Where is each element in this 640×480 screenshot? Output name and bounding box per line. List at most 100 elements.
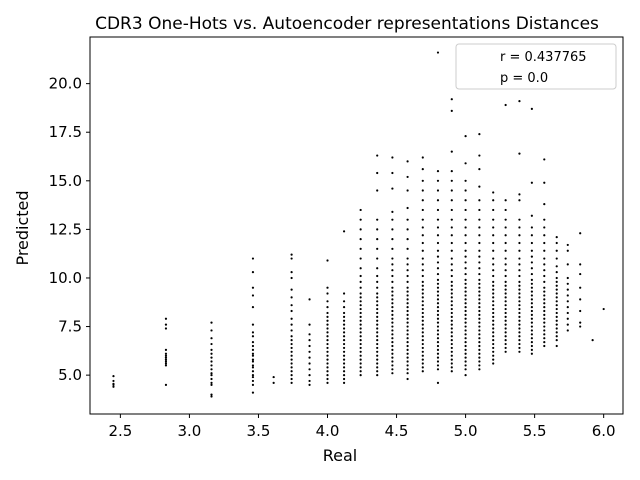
data-point <box>376 304 379 307</box>
data-point <box>518 304 521 307</box>
data-point <box>308 356 311 359</box>
data-point <box>164 358 168 361</box>
data-point <box>492 315 495 318</box>
data-point <box>478 333 481 336</box>
data-point <box>342 306 346 309</box>
data-point <box>450 319 453 322</box>
data-point <box>450 284 453 287</box>
data-point <box>164 360 168 363</box>
data-point <box>359 311 362 315</box>
data-point <box>478 298 481 301</box>
data-point <box>518 323 521 326</box>
data-point <box>391 187 394 190</box>
data-point <box>391 228 394 231</box>
data-point <box>478 234 481 237</box>
data-point <box>290 323 293 326</box>
data-point <box>492 296 495 299</box>
data-point <box>406 352 409 355</box>
data-point <box>421 241 424 245</box>
data-point <box>164 317 168 320</box>
data-point <box>421 249 424 252</box>
data-point <box>436 313 440 316</box>
data-point <box>555 257 558 260</box>
data-point <box>464 360 467 363</box>
data-point <box>555 296 558 299</box>
data-point <box>464 278 467 282</box>
x-ticks: 2.5 3.0 3.5 4.0 4.5 5.0 5.5 6.0 <box>108 414 616 440</box>
data-point <box>555 311 558 315</box>
data-point <box>326 335 329 338</box>
data-point <box>555 331 558 334</box>
data-point <box>450 331 453 334</box>
data-point <box>251 354 255 357</box>
data-point <box>566 311 569 315</box>
data-point <box>406 360 409 363</box>
data-point <box>376 154 379 157</box>
data-point <box>406 321 409 324</box>
points-layer <box>112 51 605 398</box>
data-point <box>391 238 394 241</box>
data-point <box>530 294 533 297</box>
data-point <box>478 249 481 252</box>
data-point <box>518 315 521 318</box>
data-point <box>504 226 507 229</box>
data-point <box>421 342 424 346</box>
data-point <box>164 383 168 386</box>
data-point <box>530 309 533 313</box>
data-point <box>376 274 379 278</box>
data-point <box>436 317 440 320</box>
data-point <box>342 374 346 377</box>
data-point <box>450 98 453 101</box>
data-point <box>492 346 495 350</box>
data-point <box>359 228 362 231</box>
data-point <box>164 327 168 330</box>
data-point <box>376 280 379 283</box>
data-point <box>518 257 521 260</box>
data-point <box>210 352 213 355</box>
x-tick-label: 4.5 <box>385 422 409 440</box>
data-point <box>436 241 440 245</box>
data-point <box>464 135 467 138</box>
data-point <box>530 249 533 252</box>
data-point <box>164 352 168 355</box>
data-point <box>436 302 440 305</box>
data-point <box>290 271 293 274</box>
data-point <box>450 269 453 272</box>
data-point <box>518 193 521 196</box>
data-point <box>436 286 440 289</box>
data-point <box>376 335 379 338</box>
data-point <box>391 329 394 332</box>
data-point <box>504 249 507 252</box>
data-point <box>376 374 379 377</box>
data-point <box>555 327 558 330</box>
data-point <box>518 234 521 237</box>
data-point <box>530 255 533 258</box>
data-point <box>406 306 409 309</box>
data-point <box>421 226 424 229</box>
data-point <box>326 354 329 357</box>
data-point <box>342 358 346 361</box>
data-point <box>450 288 453 291</box>
data-point <box>566 249 569 252</box>
data-point <box>464 321 467 324</box>
data-point <box>406 189 409 192</box>
data-point <box>518 339 521 342</box>
data-point <box>478 290 481 293</box>
data-point <box>406 348 409 351</box>
data-point <box>555 271 558 274</box>
data-point <box>308 368 311 371</box>
data-point <box>421 323 424 326</box>
data-point <box>504 327 507 330</box>
data-point <box>406 257 409 260</box>
data-point <box>376 327 379 330</box>
data-point <box>290 296 293 299</box>
data-point <box>555 300 558 303</box>
data-point <box>530 290 533 293</box>
data-point <box>492 300 495 303</box>
data-point <box>376 350 379 353</box>
data-point <box>251 331 255 334</box>
data-point <box>251 383 255 386</box>
data-point <box>272 375 275 379</box>
data-point <box>421 234 424 237</box>
data-point <box>376 307 379 311</box>
